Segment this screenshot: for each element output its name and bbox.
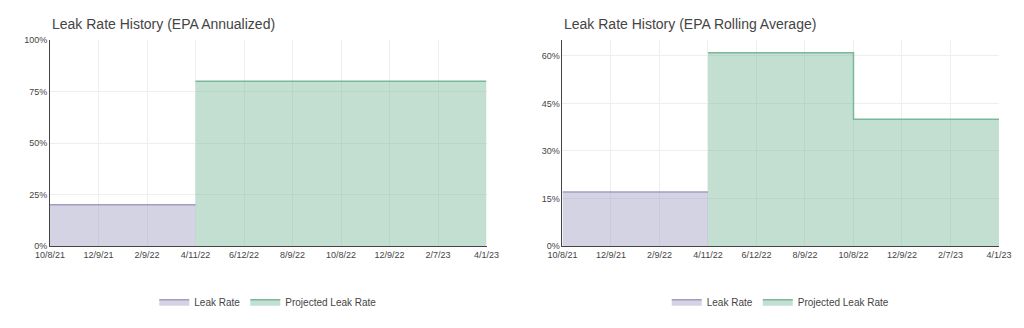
svg-text:60%: 60% [542, 51, 560, 61]
svg-text:45%: 45% [542, 99, 560, 109]
svg-text:10/8/21: 10/8/21 [547, 250, 577, 260]
svg-text:0%: 0% [547, 241, 560, 251]
svg-text:2/7/23: 2/7/23 [938, 250, 963, 260]
svg-text:12/9/21: 12/9/21 [83, 250, 113, 260]
svg-text:10/8/22: 10/8/22 [838, 250, 868, 260]
svg-text:8/9/22: 8/9/22 [792, 250, 817, 260]
svg-text:2/9/22: 2/9/22 [647, 250, 672, 260]
svg-text:0%: 0% [34, 241, 47, 251]
svg-text:4/11/22: 4/11/22 [693, 250, 722, 260]
svg-text:Leak Rate History (EPA Rolling: Leak Rate History (EPA Rolling Average) [564, 16, 816, 32]
svg-text:12/9/22: 12/9/22 [375, 250, 405, 260]
svg-text:Leak Rate History (EPA Annuali: Leak Rate History (EPA Annualized) [52, 16, 275, 32]
svg-text:6/12/22: 6/12/22 [229, 250, 259, 260]
svg-text:6/12/22: 6/12/22 [741, 250, 771, 260]
svg-text:15%: 15% [542, 194, 560, 204]
svg-text:100%: 100% [24, 35, 47, 45]
svg-text:Projected Leak Rate: Projected Leak Rate [798, 297, 889, 308]
svg-text:2/9/22: 2/9/22 [134, 250, 159, 260]
svg-text:50%: 50% [29, 138, 47, 148]
svg-text:12/9/21: 12/9/21 [596, 250, 626, 260]
svg-text:4/1/23: 4/1/23 [474, 250, 499, 260]
svg-text:75%: 75% [29, 87, 47, 97]
svg-text:Leak Rate: Leak Rate [194, 297, 240, 308]
svg-text:Leak Rate: Leak Rate [707, 297, 753, 308]
svg-text:Projected Leak Rate: Projected Leak Rate [285, 297, 376, 308]
svg-text:8/9/22: 8/9/22 [280, 250, 305, 260]
svg-text:10/8/22: 10/8/22 [326, 250, 356, 260]
svg-text:4/1/23: 4/1/23 [986, 250, 1011, 260]
svg-text:10/8/21: 10/8/21 [35, 250, 65, 260]
svg-text:2/7/23: 2/7/23 [426, 250, 451, 260]
svg-text:30%: 30% [542, 146, 560, 156]
svg-text:4/11/22: 4/11/22 [181, 250, 210, 260]
svg-text:25%: 25% [29, 190, 47, 200]
svg-text:12/9/22: 12/9/22 [887, 250, 917, 260]
